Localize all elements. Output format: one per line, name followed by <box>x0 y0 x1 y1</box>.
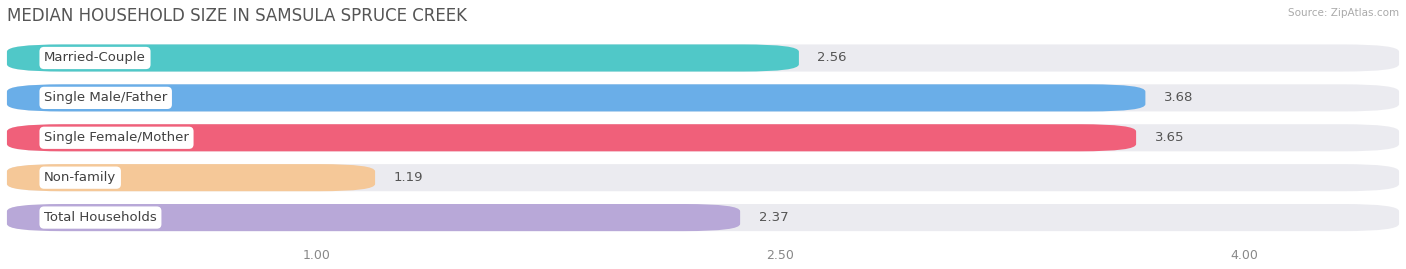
Text: Single Male/Father: Single Male/Father <box>44 91 167 104</box>
FancyBboxPatch shape <box>7 164 375 191</box>
Text: 2.56: 2.56 <box>817 51 846 65</box>
Text: 1.19: 1.19 <box>394 171 423 184</box>
FancyBboxPatch shape <box>7 44 1399 72</box>
Text: Married-Couple: Married-Couple <box>44 51 146 65</box>
Text: Non-family: Non-family <box>44 171 117 184</box>
FancyBboxPatch shape <box>7 204 740 231</box>
FancyBboxPatch shape <box>7 204 1399 231</box>
Text: Source: ZipAtlas.com: Source: ZipAtlas.com <box>1288 8 1399 18</box>
Text: 3.68: 3.68 <box>1164 91 1194 104</box>
Text: Total Households: Total Households <box>44 211 157 224</box>
Text: MEDIAN HOUSEHOLD SIZE IN SAMSULA SPRUCE CREEK: MEDIAN HOUSEHOLD SIZE IN SAMSULA SPRUCE … <box>7 7 467 25</box>
FancyBboxPatch shape <box>7 84 1146 111</box>
FancyBboxPatch shape <box>7 124 1136 151</box>
Text: 2.37: 2.37 <box>759 211 789 224</box>
Text: Single Female/Mother: Single Female/Mother <box>44 131 188 144</box>
Text: 3.65: 3.65 <box>1154 131 1184 144</box>
FancyBboxPatch shape <box>7 44 799 72</box>
FancyBboxPatch shape <box>7 124 1399 151</box>
FancyBboxPatch shape <box>7 164 1399 191</box>
FancyBboxPatch shape <box>7 84 1399 111</box>
